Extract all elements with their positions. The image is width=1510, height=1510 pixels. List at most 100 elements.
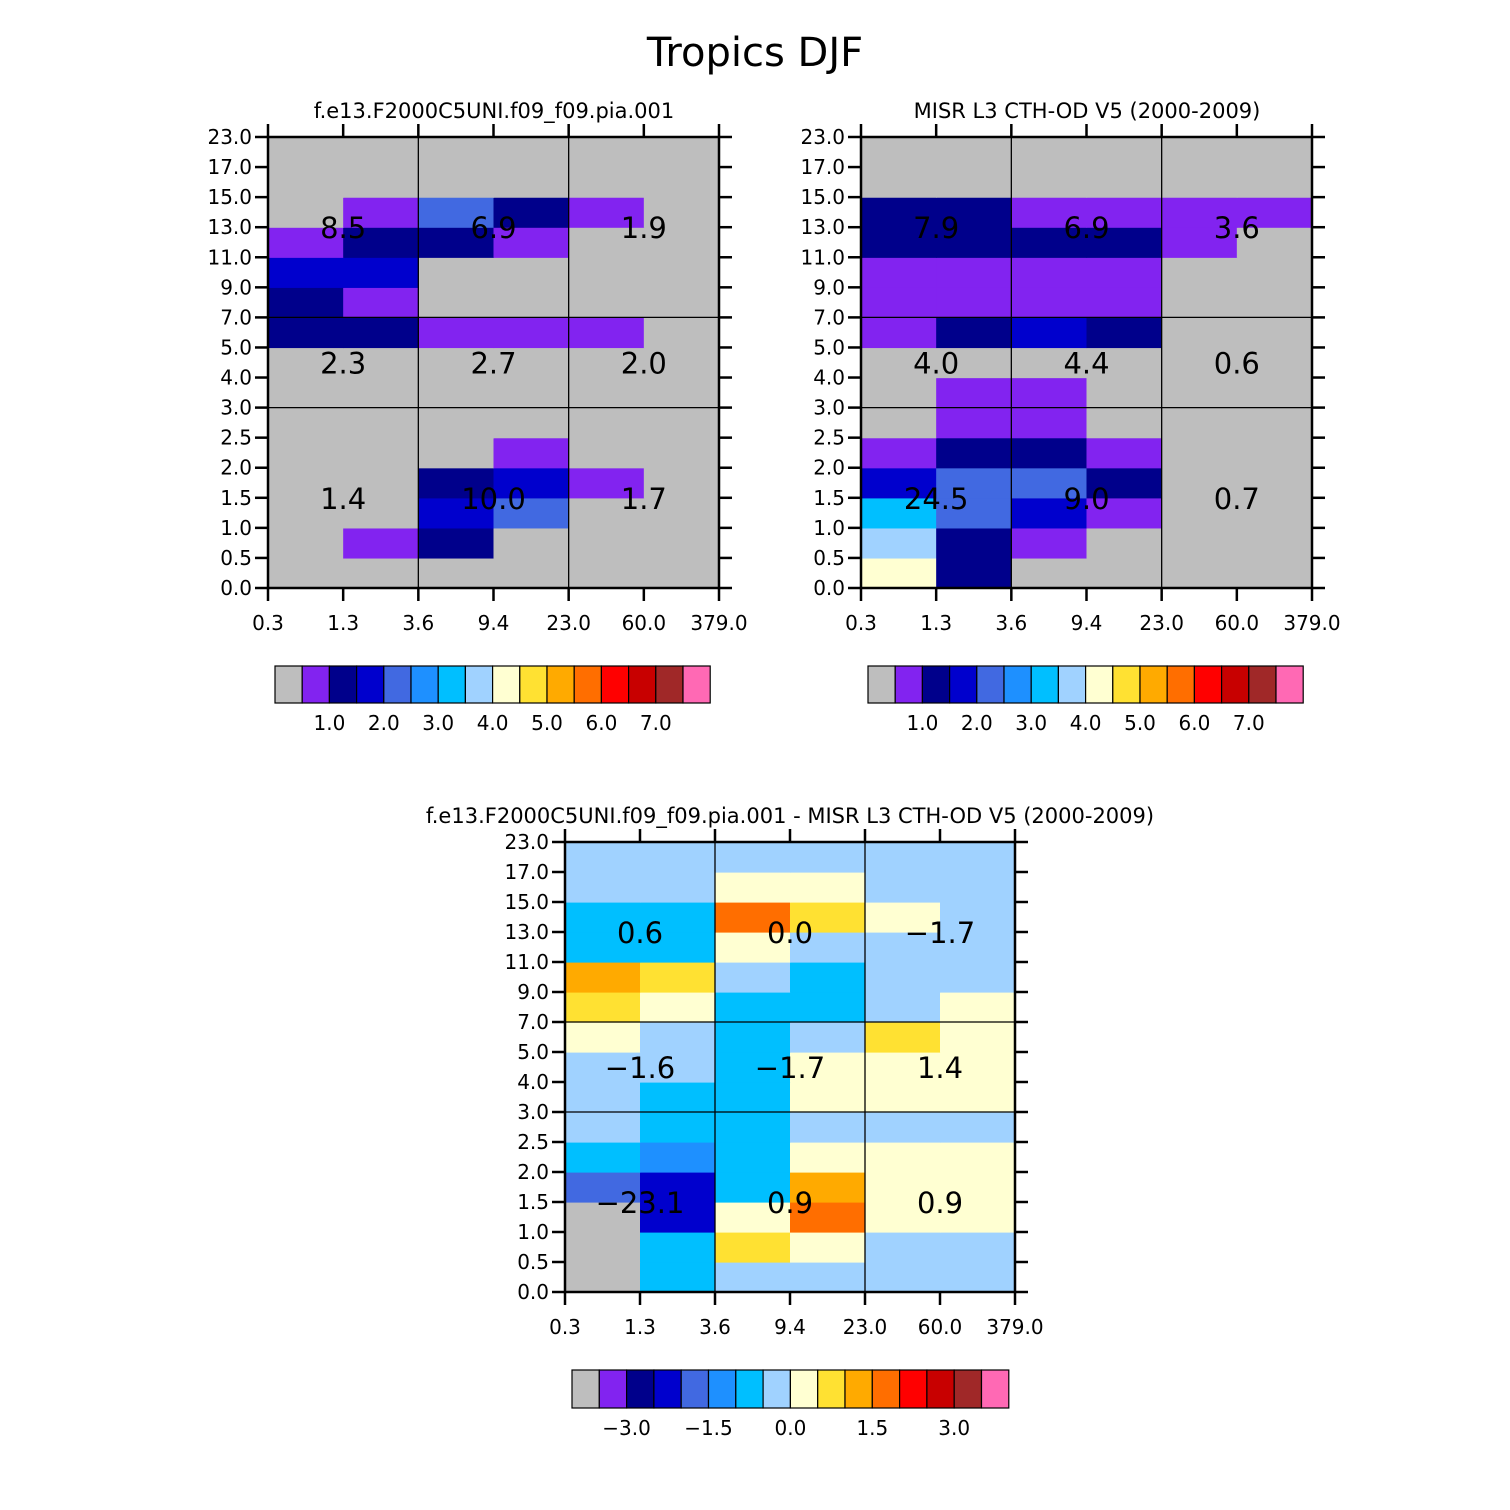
bin-total-label: −23.1 (596, 1186, 685, 1220)
bin-total-label: 4.0 (913, 347, 959, 381)
heatmap-cell (643, 287, 720, 318)
y-tick-label: 15.0 (800, 185, 845, 209)
heatmap-cell (343, 317, 419, 349)
heatmap-cell (1161, 377, 1238, 409)
heatmap-cell (1086, 167, 1163, 198)
heatmap-cell (493, 287, 570, 318)
heatmap-cell (343, 347, 419, 379)
heatmap-cell (640, 872, 716, 903)
heatmap-cell (1161, 347, 1238, 379)
heatmap-cell (568, 287, 645, 318)
colorbar-swatch (1166, 665, 1195, 704)
bin-total-label: 6.9 (470, 211, 516, 245)
colorbar-swatch (598, 1369, 628, 1409)
y-tick-label: 17.0 (207, 155, 252, 179)
colorbar-label: 7.0 (1233, 711, 1265, 735)
y-tick-label: 7.0 (220, 305, 252, 329)
heatmap-cell (865, 1202, 941, 1233)
heatmap-cell (343, 137, 419, 168)
bin-total-label: 0.6 (617, 916, 663, 950)
heatmap-cell (790, 1112, 866, 1143)
heatmap-cell (936, 257, 1012, 288)
heatmap-cell (640, 842, 716, 873)
y-tick-label: 13.0 (800, 215, 845, 239)
colorbar-swatch (1193, 665, 1223, 704)
heatmap-cell (640, 1232, 716, 1263)
heatmap-cell (493, 167, 570, 198)
colorbar-label: 2.0 (368, 711, 400, 735)
heatmap-cell (1011, 437, 1088, 469)
x-tick-label: 0.3 (252, 611, 284, 635)
heatmap-cell (493, 227, 570, 258)
colorbar-label: 1.0 (313, 711, 345, 735)
bin-total-label: 6.9 (1063, 211, 1109, 245)
heatmap-cell (790, 1232, 866, 1263)
bin-total-label: −1.7 (755, 1051, 825, 1085)
heatmap-cell (865, 932, 941, 963)
x-tick-label: 60.0 (1215, 611, 1260, 635)
heatmap-cell (643, 317, 720, 349)
colorbar-swatch (762, 1369, 791, 1409)
heatmap-cell (268, 407, 344, 439)
heatmap-cell (1236, 497, 1313, 529)
colorbar-label: 3.0 (422, 711, 454, 735)
heatmap-cell (418, 497, 495, 529)
heatmap-cell (418, 407, 495, 439)
heatmap-cell (865, 962, 941, 993)
heatmap-cell (790, 902, 866, 933)
heatmap-cell (861, 137, 937, 168)
colorbar-label: 6.0 (1178, 711, 1210, 735)
colorbar-label: 3.0 (1015, 711, 1047, 735)
heatmap-cell (568, 257, 645, 288)
heatmap-cell (940, 1232, 1016, 1263)
bin-total-label: 9.0 (1063, 482, 1109, 516)
heatmap-cell (643, 227, 720, 258)
heatmap-cell (565, 1202, 641, 1233)
heatmap-cell (418, 227, 495, 258)
heatmap-cell (1086, 137, 1163, 168)
heatmap-cell (861, 347, 937, 379)
colorbar-swatch (1057, 665, 1087, 704)
heatmap-cell (715, 902, 791, 933)
heatmap-cell (268, 137, 344, 168)
y-tick-label: 13.0 (504, 920, 549, 944)
heatmap-cell (865, 1022, 941, 1053)
y-tick-label: 9.0 (813, 275, 845, 299)
heatmap-cell (268, 527, 344, 559)
colorbar-label: 6.0 (585, 711, 617, 735)
y-tick-label: 1.0 (220, 516, 252, 540)
heatmap-cell (565, 1022, 641, 1053)
heatmap-cell (343, 377, 419, 409)
colorbar-swatch (600, 665, 630, 704)
heatmap-cell (865, 842, 941, 873)
x-tick-label: 3.6 (402, 611, 434, 635)
heatmap-cell (936, 407, 1012, 439)
y-tick-label: 4.0 (517, 1070, 549, 1094)
colorbar-swatch (898, 1369, 928, 1409)
y-tick-label: 3.0 (220, 396, 252, 420)
heatmap-cell (268, 227, 344, 258)
colorbar-swatch (492, 665, 521, 704)
colorbar-swatch (953, 1369, 983, 1409)
heatmap-cell (715, 1232, 791, 1263)
heatmap-cell (418, 197, 495, 228)
heatmap-cell (493, 347, 570, 379)
heatmap-cell (565, 1112, 641, 1143)
heatmap-cell (936, 527, 1012, 559)
heatmap-cell (268, 257, 344, 288)
bin-total-label: 0.9 (917, 1186, 963, 1220)
colorbar-swatch (948, 665, 978, 704)
observations-panel-title: MISR L3 CTH-OD V5 (2000-2009) (914, 99, 1261, 123)
y-tick-label: 0.0 (517, 1280, 549, 1304)
bin-total-label: −1.6 (605, 1051, 675, 1085)
heatmap-cell (1086, 437, 1163, 469)
heatmap-cell (1011, 317, 1088, 349)
heatmap-cell (940, 1112, 1016, 1143)
colorbar-label: 2.0 (961, 711, 993, 735)
heatmap-cell (640, 1022, 716, 1053)
heatmap-cell (1161, 467, 1238, 499)
bin-total-label: 10.0 (461, 482, 526, 516)
colorbar-swatch (1112, 665, 1141, 704)
heatmap-cell (268, 467, 344, 499)
heatmap-cell (1086, 557, 1163, 589)
